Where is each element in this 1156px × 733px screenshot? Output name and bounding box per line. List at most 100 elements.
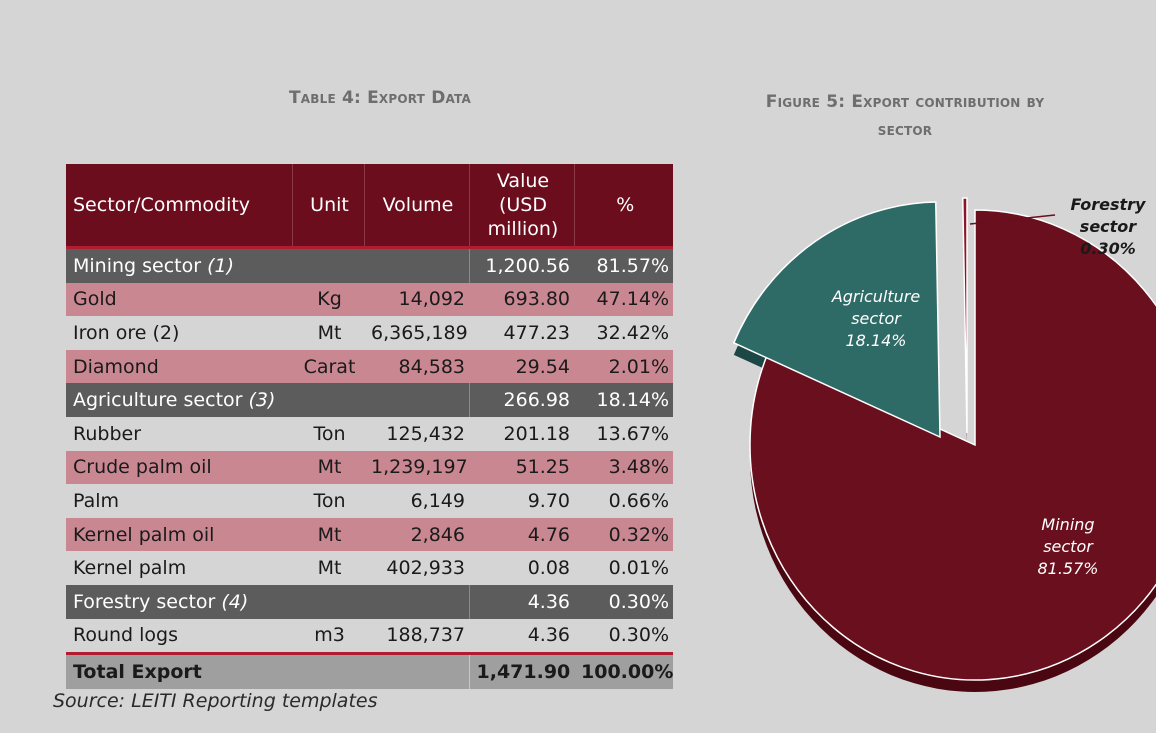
commodity-unit: Kg — [292, 282, 364, 317]
percent-cell: 47.14% — [574, 282, 673, 317]
commodity-name: Iron ore (2) — [66, 316, 292, 350]
commodity-volume: 1,239,197 — [364, 450, 469, 485]
percent-cell: 0.32% — [574, 517, 673, 552]
total-percent: 100.00% — [574, 652, 673, 689]
commodity-volume: 14,092 — [364, 282, 469, 317]
sector-row: Forestry sector (4) 4.36 0.30% — [66, 584, 673, 619]
value-cell: 4.36 — [469, 584, 574, 619]
figure-title-line2: sector — [877, 120, 933, 140]
blank-cell — [292, 383, 470, 417]
commodity-unit: Mt — [292, 450, 364, 485]
figure-title: Figure 5: Export contribution by sector — [690, 88, 1120, 144]
commodity-row: Round logs m3 188,737 4.36 0.30% — [66, 618, 673, 654]
commodity-name: Diamond — [66, 349, 292, 384]
percent-cell: 18.14% — [574, 383, 673, 417]
pie-label-mining: Mining sector 81.57% — [1037, 515, 1098, 578]
sector-row: Agriculture sector (3) 266.98 18.14% — [66, 383, 673, 417]
commodity-volume: 6,149 — [364, 484, 469, 518]
pie-slice-agriculture — [732, 201, 941, 439]
sector-name-cell: Forestry sector (4) — [66, 584, 292, 619]
value-cell: 9.70 — [469, 484, 574, 518]
value-cell: 693.80 — [469, 282, 574, 317]
header-volume: Volume — [364, 164, 470, 249]
table-title: Table 4: Export Data — [288, 88, 471, 108]
header-unit: Unit — [292, 164, 365, 249]
header-percent: % — [574, 164, 673, 249]
header-sector: Sector/Commodity — [66, 164, 293, 249]
value-cell: 4.36 — [469, 618, 574, 654]
pie-label-agriculture: Agriculture sector 18.14% — [831, 287, 921, 350]
total-value: 1,471.90 — [469, 652, 574, 689]
pie-label-forestry: Forestry sector 0.30% — [1071, 195, 1146, 258]
commodity-unit: Ton — [292, 416, 364, 451]
figure-title-line1: Figure 5: Export contribution by — [765, 92, 1045, 112]
value-cell: 477.23 — [469, 316, 574, 350]
value-cell: 4.76 — [469, 517, 574, 552]
percent-cell: 2.01% — [574, 349, 673, 384]
commodity-unit: Carat — [292, 349, 364, 384]
value-cell: 266.98 — [469, 383, 574, 417]
commodity-row: Crude palm oil Mt 1,239,197 51.25 3.48% — [66, 450, 673, 485]
sector-name: Forestry sector — [73, 590, 216, 613]
pie-slice-mining — [749, 209, 1156, 681]
table-header-row: Sector/Commodity Unit Volume Value (USD … — [66, 164, 673, 249]
percent-cell: 0.01% — [574, 551, 673, 585]
forestry-leader-line — [969, 214, 1056, 225]
commodity-row: Gold Kg 14,092 693.80 47.14% — [66, 282, 673, 317]
value-cell: 1,200.56 — [469, 247, 574, 283]
sector-name: Mining sector — [73, 254, 202, 277]
commodity-volume: 188,737 — [364, 618, 469, 654]
percent-cell: 32.42% — [574, 316, 673, 350]
header-value-line1: Value — [496, 170, 550, 192]
commodity-row: Rubber Ton 125,432 201.18 13.67% — [66, 416, 673, 451]
commodity-row: Kernel palm oil Mt 2,846 4.76 0.32% — [66, 517, 673, 552]
commodity-name: Kernel palm oil — [66, 517, 292, 552]
sector-name-cell: Mining sector (1) — [66, 247, 292, 283]
commodity-unit: Mt — [292, 517, 364, 552]
header-value: Value (USD million) — [469, 164, 575, 249]
total-label: Total Export — [66, 652, 470, 689]
value-cell: 0.08 — [469, 551, 574, 585]
export-data-table: Sector/Commodity Unit Volume Value (USD … — [66, 164, 673, 689]
value-cell: 29.54 — [469, 349, 574, 384]
percent-cell: 81.57% — [574, 247, 673, 283]
table-body: Mining sector (1) 1,200.56 81.57% Gold Kg 14,… — [66, 247, 673, 654]
commodity-row: Diamond Carat 84,583 29.54 2.01% — [66, 349, 673, 384]
sector-note: (3) — [248, 389, 276, 412]
header-value-line2: (USD — [498, 194, 547, 216]
value-cell: 201.18 — [469, 416, 574, 451]
pie-slice-forestry — [961, 197, 968, 434]
commodity-name: Palm — [66, 484, 292, 518]
commodity-row: Kernel palm Mt 402,933 0.08 0.01% — [66, 551, 673, 585]
commodity-name: Round logs — [66, 618, 292, 654]
commodity-volume: 125,432 — [364, 416, 469, 451]
percent-cell: 3.48% — [574, 450, 673, 485]
sector-name: Agriculture sector — [73, 389, 243, 412]
commodity-row: Iron ore (2) Mt 6,365,189 477.23 32.42% — [66, 316, 673, 350]
commodity-volume: 6,365,189 — [364, 316, 469, 350]
commodity-unit: Mt — [292, 551, 364, 585]
commodity-volume: 84,583 — [364, 349, 469, 384]
commodity-unit: m3 — [292, 618, 364, 654]
commodity-name: Gold — [66, 282, 292, 317]
percent-cell: 0.30% — [574, 618, 673, 654]
sector-name-cell: Agriculture sector (3) — [66, 383, 292, 417]
commodity-volume: 402,933 — [364, 551, 469, 585]
sector-note: (4) — [221, 590, 249, 613]
percent-cell: 0.66% — [574, 484, 673, 518]
percent-cell: 13.67% — [574, 416, 673, 451]
commodity-row: Palm Ton 6,149 9.70 0.66% — [66, 484, 673, 518]
total-row: Total Export 1,471.90 100.00% — [66, 652, 673, 689]
blank-cell — [292, 247, 470, 283]
source-note: Source: LEITI Reporting templates — [53, 690, 378, 712]
export-pie-chart: Mining sector 81.57% Agriculture sector 18.14… — [732, 195, 1156, 692]
commodity-unit: Mt — [292, 316, 364, 350]
header-value-line3: million) — [487, 218, 559, 240]
blank-cell — [292, 584, 470, 619]
percent-cell: 0.30% — [574, 584, 673, 619]
commodity-volume: 2,846 — [364, 517, 469, 552]
commodity-name: Rubber — [66, 416, 292, 451]
sector-row: Mining sector (1) 1,200.56 81.57% — [66, 247, 673, 283]
commodity-name: Kernel palm — [66, 551, 292, 585]
commodity-unit: Ton — [292, 484, 364, 518]
